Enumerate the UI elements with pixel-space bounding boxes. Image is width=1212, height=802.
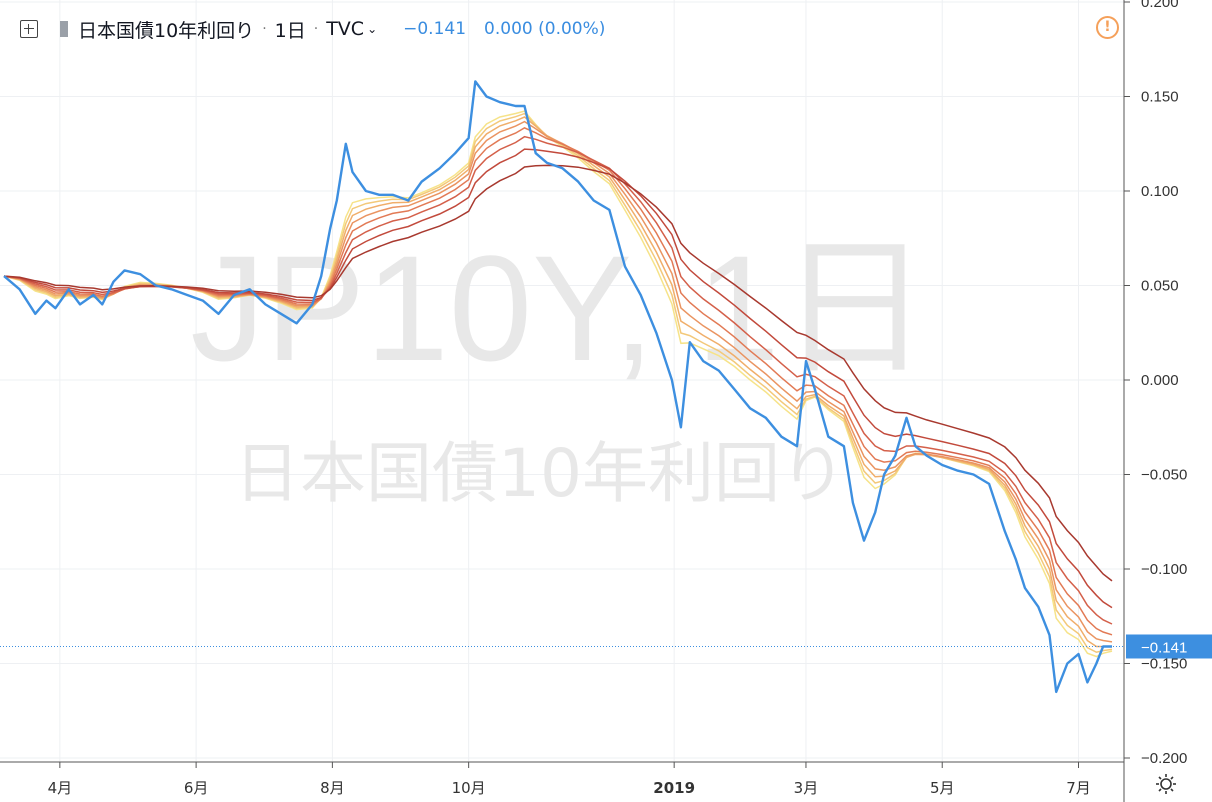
series-layer: [3, 80, 1112, 694]
x-tick-label: 3月: [794, 779, 819, 797]
symbol-name[interactable]: 日本国債10年利回り: [78, 19, 255, 42]
settings-gear-icon[interactable]: [1154, 772, 1178, 796]
warning-icon[interactable]: !: [1096, 16, 1119, 39]
y-tick-label: 0.200: [1141, 0, 1179, 11]
x-tick-label: 5月: [930, 779, 955, 797]
ribbon-line: [3, 148, 1113, 609]
source-label[interactable]: TVC: [326, 18, 365, 40]
y-tick-label: −0.200: [1141, 750, 1187, 767]
x-tick-label: 4月: [48, 779, 73, 797]
change-value: 0.000 (0.00%): [484, 19, 606, 39]
x-tick-label: 6月: [184, 779, 209, 797]
y-tick-label: −0.150: [1141, 656, 1187, 673]
series-line-yield: [3, 80, 1112, 694]
x-tick-label: 7月: [1066, 779, 1091, 797]
last-value: −0.141: [403, 19, 467, 39]
add-symbol-icon[interactable]: [20, 20, 38, 38]
x-tick-label: 8月: [320, 779, 345, 797]
ribbon-line: [3, 164, 1113, 582]
grid: [0, 0, 1124, 762]
chevron-down-icon[interactable]: ⌄: [367, 22, 378, 36]
y-tick-label: 0.100: [1141, 183, 1179, 200]
ribbon-lines: [3, 110, 1113, 658]
x-tick-label: 10月: [452, 779, 486, 797]
y-tick-label: 0.050: [1141, 278, 1179, 295]
y-tick-label: 0.000: [1141, 372, 1179, 389]
y-tick-label: −0.050: [1141, 467, 1187, 484]
flag-icon[interactable]: [60, 21, 68, 37]
y-tick-label: 0.150: [1141, 89, 1179, 106]
x-tick-label: 2019: [653, 779, 695, 797]
separator-dot: ·: [313, 21, 319, 37]
watermark-line2: 日本国債10年利回り: [234, 435, 846, 512]
interval-label[interactable]: 1日: [274, 19, 306, 42]
chart-header: 日本国債10年利回り · 1日 · TVC ⌄ −0.141 0.000 (0.…: [0, 14, 605, 44]
last-price-label: −0.141: [1141, 639, 1187, 656]
last-price-label-bg: [1126, 634, 1212, 659]
separator-dot: ·: [262, 21, 267, 37]
y-tick-label: −0.100: [1141, 561, 1187, 578]
watermark: JP10Y, 1日 日本国債10年利回り: [190, 224, 929, 512]
